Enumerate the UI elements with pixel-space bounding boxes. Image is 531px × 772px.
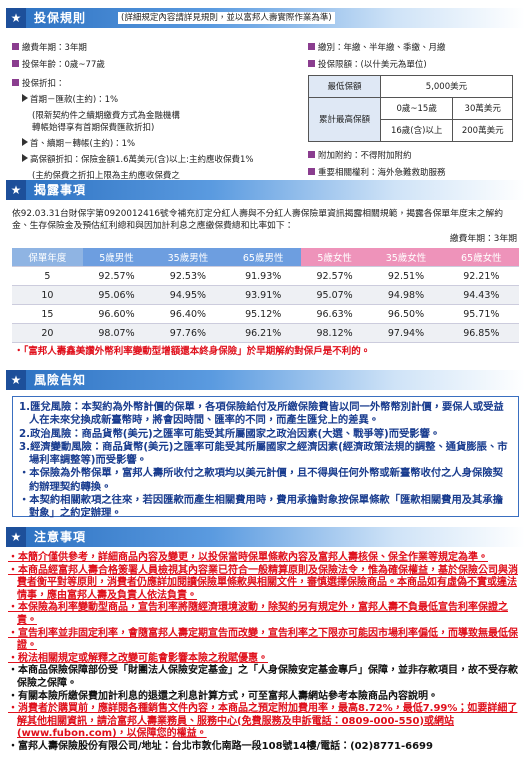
rule-item: 繳別：年繳、半年繳、季繳、月繳 [308,42,518,54]
cell: 96.60% [82,304,151,324]
discount-list: 首期－匯款(主約)：1% (限新契約件之續期繳費方式為金融機構轉帳始得享有首期保費… [12,94,297,194]
note-item: ・本簡介僅供參考，詳細商品內容及變更，以投保當時保單條款內容及富邦人壽核保、保全… [8,552,488,563]
header-cell: 保單年度 [12,248,83,267]
cell: 0歲~15歲 [379,97,454,120]
note-item: ・宣告利率並非固定利率，會隨富邦人壽定期宣告而改變，宣告利率之下限亦可能因市場利… [8,627,518,652]
cell: 95.12% [225,304,301,324]
cell: 97.76% [150,323,226,343]
row: 5 92.57% 92.53% 91.93% 92.57% 92.51% 92.21% [12,266,519,286]
cell: 91.93% [225,266,301,286]
cell: 96.63% [300,304,369,324]
section-title: 投保規則 [34,11,87,25]
risk-box: 1.匯兌風險：本契約為外幣計價的保單，各項保險給付及所繳保險費皆以同一外幣幣別計… [12,396,519,519]
header-cell: 65歲女性 [443,248,519,267]
section-bar: ★ 揭露事項 [6,180,525,200]
risk-item: 2.政治風險：商品貨幣(美元)之匯率可能受其所屬國家之政治因素(大選、戰爭等)而… [19,427,441,440]
cell: 96.40% [150,304,226,324]
cell: 10 [12,285,83,305]
risk-item: 1.匯兌風險：本契約為外幣計價的保單，各項保險給付及所繳保險費皆以同一外幣幣別計… [19,401,504,427]
risk-item: ・本契約相關款項之往來，若因匯款而產生相關費用時，費用承擔對象按保單條款「匯款相… [19,494,503,520]
cell: 96.21% [225,323,301,343]
rule-item: 附加附約：不得附加附約 [308,150,518,162]
header-cell: 65歲男性 [225,248,301,267]
rules-right: 繳別：年繳、半年繳、季繳、月繳 投保限額：(以什美元為單位) 最低保額 5,000… [308,42,518,179]
cell: 5,000美元 [379,75,514,98]
rules-note: (詳細規定內容請詳見規則，並以富邦人壽實際作業為準) [118,12,335,24]
section-bar: ★ 注意事項 [6,527,525,547]
header-cell: 35歲女性 [368,248,444,267]
discount-item: 高保額折扣：保險金額1.6萬美元(含)以上:主約應收保費1% [22,154,297,166]
header-cell: 5歲男性 [82,248,151,267]
cell: 92.53% [150,266,226,286]
disclosure-warning: ・「富邦人壽鑫美讚外幣利率變動型增額還本終身保險」於早期解約對保戶是不利的。 [14,346,371,357]
rules-left: 繳費年期：3年期 投保年齡：0歲~77歲 投保折扣： 首期－匯款(主約)：1% (… [12,42,297,198]
cell: 92.57% [82,266,151,286]
cell: 15 [12,304,83,324]
cell: 92.57% [300,266,369,286]
disclosure-table: 保單年度 5歲男性 35歲男性 65歲男性 5歲女性 35歲女性 65歲女性 5 92.57% 9… [12,248,519,343]
section-title: 揭露事項 [34,183,87,197]
cell: 95.71% [443,304,519,324]
discount-item: 首、續期－轉帳(主約)：1% [22,138,297,150]
cell: 98.12% [300,323,369,343]
cell: 93.91% [225,285,301,305]
disclosure-text: 依92.03.31台財保字第0920012416號令補充訂定分紅人壽與不分紅人壽… [12,209,504,231]
header-row: 保單年度 5歲男性 35歲男性 65歲男性 5歲女性 35歲女性 65歲女性 [12,248,519,267]
notes-list: ・本簡介僅供參考，詳細商品內容及變更，以投保當時保單條款內容及富邦人壽核保、保全… [8,552,521,754]
cell: 92.51% [368,266,444,286]
cell: 96.50% [368,304,444,324]
cell: 97.94% [368,323,444,343]
cell: 94.95% [150,285,226,305]
rule-item: 投保年齡：0歲~77歲 [12,59,297,71]
cell: 累計最高保額 [308,97,381,142]
cell: 94.98% [368,285,444,305]
note-item: ・本保險為利率變動型商品，宣告利率將隨經濟環境波動，除契約另有規定外，富邦人壽不… [8,602,508,626]
note-item: ・有關本險所繳保費加計利息的退還之利息計算方式，可至富邦人壽網站參考本險商品內容… [8,690,438,702]
row: 15 96.60% 96.40% 95.12% 96.63% 96.50% 95.71% [12,304,519,324]
discount-item: (限新契約件之續期繳費方式為金融機構轉帳始得享有首期保費匯款折扣) [32,111,180,133]
cell: 20 [12,323,83,343]
cell: 92.21% [443,266,519,286]
header-cell: 5歲女性 [300,248,369,267]
cell: 16歲(含)以上 [379,119,454,142]
rule-item: 重要相關權利：海外急難救助服務 [308,167,518,179]
row: 20 98.07% 97.76% 96.21% 98.12% 97.94% 96.85% [12,323,519,343]
section-title: 注意事項 [34,530,87,544]
limit-table: 最低保額 5,000美元 累計最高保額 0歲~15歲 30萬美元 16歲(含)以上 20… [308,75,514,142]
note-item: ・消費者於購買前，應詳閱各種銷售文件內容，本商品之預定附加費用率，最高8.72%… [8,703,518,740]
rule-item: 繳費年期：3年期 [12,42,297,54]
cell: 30萬美元 [452,97,513,120]
section-title: 風險告知 [34,373,87,387]
header-cell: 35歲男性 [150,248,226,267]
cell: 98.07% [82,323,151,343]
note-item: ・本商品經富邦人壽合格簽署人員檢視其內容業已符合一般精算原則及保險法令，惟為確保… [8,564,518,601]
row: 10 95.06% 94.95% 93.91% 95.07% 94.98% 94.43% [12,285,519,305]
risk-item: 3.經濟變動風險：商品貨幣(美元)之匯率可能受其所屬國家之經濟因素(經濟政策法規… [19,440,508,467]
cell: 94.43% [443,285,519,305]
rule-item: 投保折扣： [12,78,297,90]
cell: 96.85% [443,323,519,343]
cell: 95.07% [300,285,369,305]
section-bar: ★ 風險告知 [6,370,525,390]
cell: 5 [12,266,83,286]
note-item: ・本商品保險保障部份受「財團法人保險安定基金」之「人身保險安定基金專戶」保障，並… [8,665,518,689]
cell: 最低保額 [308,75,381,98]
disclosure-term: 繳費年期：3年期 [449,234,517,244]
note-item: ・稅法相關規定或解釋之改變可能會影響本險之稅賦優惠。 [8,652,268,664]
note-item: ・富邦人壽保險股份有限公司/地址：台北市敦化南路一段108號14樓/電話：(02… [8,740,433,752]
cell: 200萬美元 [452,119,513,142]
rule-item: 投保限額：(以什美元為單位) [308,59,518,71]
cell: 95.06% [82,285,151,305]
risk-item: ・本保險為外幣保單，富邦人壽所收付之款項均以美元計價，且不得與任何外幣或新臺幣收… [19,467,503,493]
discount-item: 首期－匯款(主約)：1% [22,94,297,106]
